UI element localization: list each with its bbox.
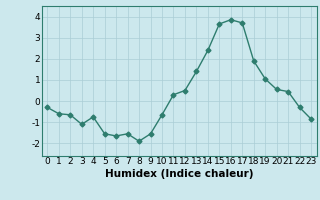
X-axis label: Humidex (Indice chaleur): Humidex (Indice chaleur) (105, 169, 253, 179)
